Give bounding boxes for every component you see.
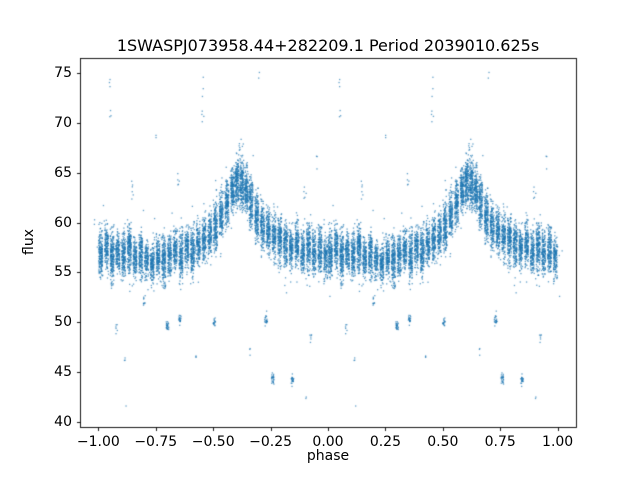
y-tick-label-4: 60 [54,214,72,231]
y-tick-label-5: 65 [54,164,72,181]
x-tick-label-0: −1.00 [76,434,120,450]
y-tick-label-2: 50 [54,314,72,331]
x-tick-label-8: 1.00 [542,434,574,450]
y-tick-label-1: 45 [54,364,72,381]
x-tick-label-6: 0.50 [427,434,459,450]
y-tick-label-3: 55 [54,264,72,281]
y-tick-label-7: 75 [54,64,72,81]
x-tick-label-3: −0.25 [249,434,293,450]
x-tick-label-4: 0.00 [312,434,344,450]
chart-title: 1SWASPJ073958.44+282209.1 Period 2039010… [116,36,540,55]
x-tick-label-1: −0.75 [134,434,178,450]
y-tick-label-0: 40 [54,414,72,430]
x-axis-label: phase [306,448,350,464]
y-axis-label: flux [21,229,37,255]
y-tick-label-6: 70 [54,114,72,131]
x-tick-label-2: −0.50 [191,434,235,450]
x-tick-label-5: 0.25 [369,434,401,450]
x-tick-label-7: 0.75 [484,434,516,450]
